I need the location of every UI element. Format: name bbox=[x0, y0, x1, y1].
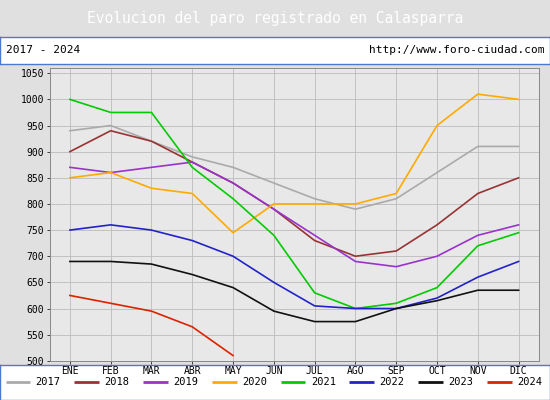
Text: 2022: 2022 bbox=[379, 378, 404, 387]
Text: 2020: 2020 bbox=[242, 378, 267, 387]
Text: 2021: 2021 bbox=[311, 378, 335, 387]
Text: 2017 - 2024: 2017 - 2024 bbox=[6, 45, 80, 55]
Text: Evolucion del paro registrado en Calasparra: Evolucion del paro registrado en Calaspa… bbox=[87, 11, 463, 26]
Text: 2018: 2018 bbox=[104, 378, 129, 387]
Text: 2017: 2017 bbox=[36, 378, 60, 387]
Text: 2024: 2024 bbox=[517, 378, 542, 387]
Text: 2023: 2023 bbox=[448, 378, 473, 387]
Text: 2019: 2019 bbox=[173, 378, 198, 387]
Text: http://www.foro-ciudad.com: http://www.foro-ciudad.com bbox=[369, 45, 544, 55]
